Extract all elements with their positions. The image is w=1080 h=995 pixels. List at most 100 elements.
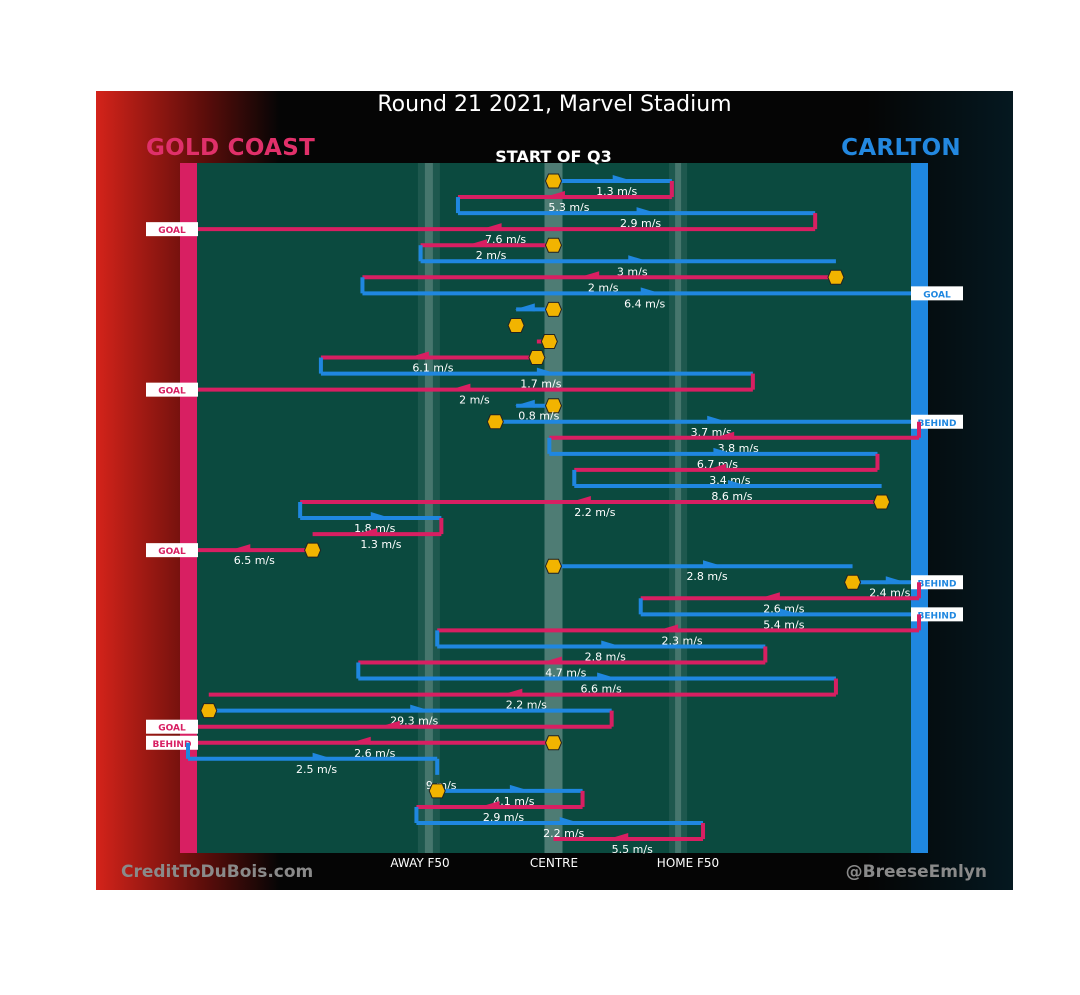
chart-subtitle: START OF Q3: [495, 147, 612, 166]
speed-label: 8.6 m/s: [711, 490, 752, 503]
chain-arrow: [885, 576, 906, 585]
team-label-carlton: CARLTON: [841, 135, 961, 161]
chain-arrow: [559, 817, 580, 825]
chart-title: Round 21 2021, Marvel Stadium: [377, 92, 732, 117]
speed-label: 5.5 m/s: [612, 843, 653, 856]
speed-label: 2.2 m/s: [506, 699, 547, 712]
outcome-badge: [146, 222, 198, 237]
x-tick-centre: CENTRE: [529, 856, 579, 870]
speed-label: 5.3 m/s: [548, 201, 589, 214]
stoppage-marker: [544, 173, 563, 189]
chain-chart: 1.3 m/s 5.3 m/s 2.9 m/s 7.6 m/s GOAL 2 m/s 3 m…: [146, 163, 963, 856]
chain-arrow: [408, 351, 429, 360]
speed-label: 2.6 m/s: [763, 602, 804, 615]
speed-label: 5.4 m/s: [763, 618, 804, 631]
chain-arrow: [579, 271, 600, 280]
outcome-label: GOAL: [923, 290, 951, 300]
chain-arrow: [759, 592, 780, 601]
speed-label: 1.7 m/s: [520, 378, 561, 391]
speed-label: 0.8 m/s: [518, 410, 559, 423]
speed-label: 2.4 m/s: [869, 586, 910, 599]
speed-label: 2 m/s: [588, 281, 619, 294]
stoppage-marker: [544, 237, 563, 253]
speed-label: 2.8 m/s: [585, 650, 626, 663]
speed-label: 7.6 m/s: [485, 233, 526, 246]
outcome-badge: [911, 286, 963, 301]
stoppage-marker: [544, 735, 563, 751]
chain-arrow: [312, 752, 333, 761]
outcome-label: BEHIND: [153, 740, 192, 750]
speed-label: 6.4 m/s: [624, 297, 665, 310]
chain-arrow: [536, 367, 557, 376]
chain-arrow: [707, 415, 728, 424]
chain-arrow: [570, 496, 591, 504]
stoppage-marker: [827, 269, 845, 285]
speed-label: 29.3 m/s: [390, 715, 438, 728]
chain-arrow: [703, 560, 724, 569]
speed-label: 2.8 m/s: [686, 570, 727, 583]
outcome-badge: [146, 719, 198, 734]
outcome-label: GOAL: [158, 226, 186, 236]
chain-arrow: [705, 463, 726, 472]
speed-label: 3.4 m/s: [709, 474, 750, 487]
outcome-label: GOAL: [158, 547, 186, 557]
chain-arrow: [410, 704, 431, 713]
speed-label: 2.3 m/s: [662, 634, 703, 647]
chain-arrow: [509, 784, 530, 793]
speed-label: 3 m/s: [617, 265, 648, 278]
chain-arrow: [502, 688, 523, 697]
outcome-badge: [146, 543, 198, 558]
speed-label: 2 m/s: [476, 249, 507, 262]
speed-label: 2.6 m/s: [354, 747, 395, 760]
chain-arrow: [612, 175, 633, 183]
speed-label: 1.8 m/s: [354, 522, 395, 535]
chart-panel: 1.3 m/s 5.3 m/s 2.9 m/s 7.6 m/s GOAL 2 m/s 3 m…: [96, 91, 1013, 890]
outcome-label: BEHIND: [918, 611, 957, 621]
chain-arrow: [350, 736, 371, 745]
speed-label: 2 m/s: [459, 394, 490, 407]
chain-arrow: [636, 207, 657, 216]
stoppage-marker: [844, 574, 862, 590]
speed-label: 3.7 m/s: [691, 426, 732, 439]
outcome-label: BEHIND: [918, 579, 957, 589]
chain-arrow: [779, 608, 800, 617]
chain-arrow: [628, 255, 649, 264]
chain-arrow: [379, 720, 400, 729]
chain-arrow: [713, 447, 734, 456]
chain-arrow: [544, 191, 565, 200]
chain-arrow: [356, 528, 377, 537]
chain-arrow: [450, 383, 471, 392]
chain-arrow: [640, 287, 661, 296]
outcome-label: BEHIND: [918, 419, 957, 429]
carlton-end-bar: [911, 163, 928, 853]
outcome-badge: [911, 607, 963, 622]
chain-arrow: [608, 833, 629, 842]
chain-arrow: [514, 303, 535, 312]
zone-band: [424, 163, 433, 853]
speed-label: 2.2 m/s: [543, 827, 584, 840]
chain-arrow: [370, 512, 391, 521]
outcome-badge: [146, 382, 198, 397]
credit-right: @BreeseEmlyn: [845, 862, 987, 882]
chain-arrow: [597, 672, 618, 681]
outcome-label: GOAL: [158, 387, 186, 397]
chain-arrow: [601, 640, 622, 649]
stoppage-marker: [544, 558, 563, 574]
credit-left: CreditToDuBois.com: [121, 862, 314, 882]
speed-label: 2.9 m/s: [620, 217, 661, 230]
outcome-badge: [911, 575, 963, 590]
stoppage-marker: [486, 414, 504, 430]
stoppage-marker: [304, 542, 322, 558]
speed-label: 6.6 m/s: [581, 683, 622, 696]
stoppage-marker: [428, 783, 446, 799]
x-tick-home-f50: HOME F50: [656, 856, 720, 870]
speed-label: 2.5 m/s: [296, 763, 337, 776]
speed-label: 6.7 m/s: [697, 458, 738, 471]
speed-label: 1.3 m/s: [360, 538, 401, 551]
outcome-label: GOAL: [158, 724, 186, 734]
speed-label: 4.1 m/s: [493, 795, 534, 808]
chain-arrow: [658, 624, 679, 633]
speed-label: 2.9 m/s: [483, 811, 524, 824]
chain-arrow: [479, 800, 500, 809]
stoppage-marker: [873, 494, 891, 510]
